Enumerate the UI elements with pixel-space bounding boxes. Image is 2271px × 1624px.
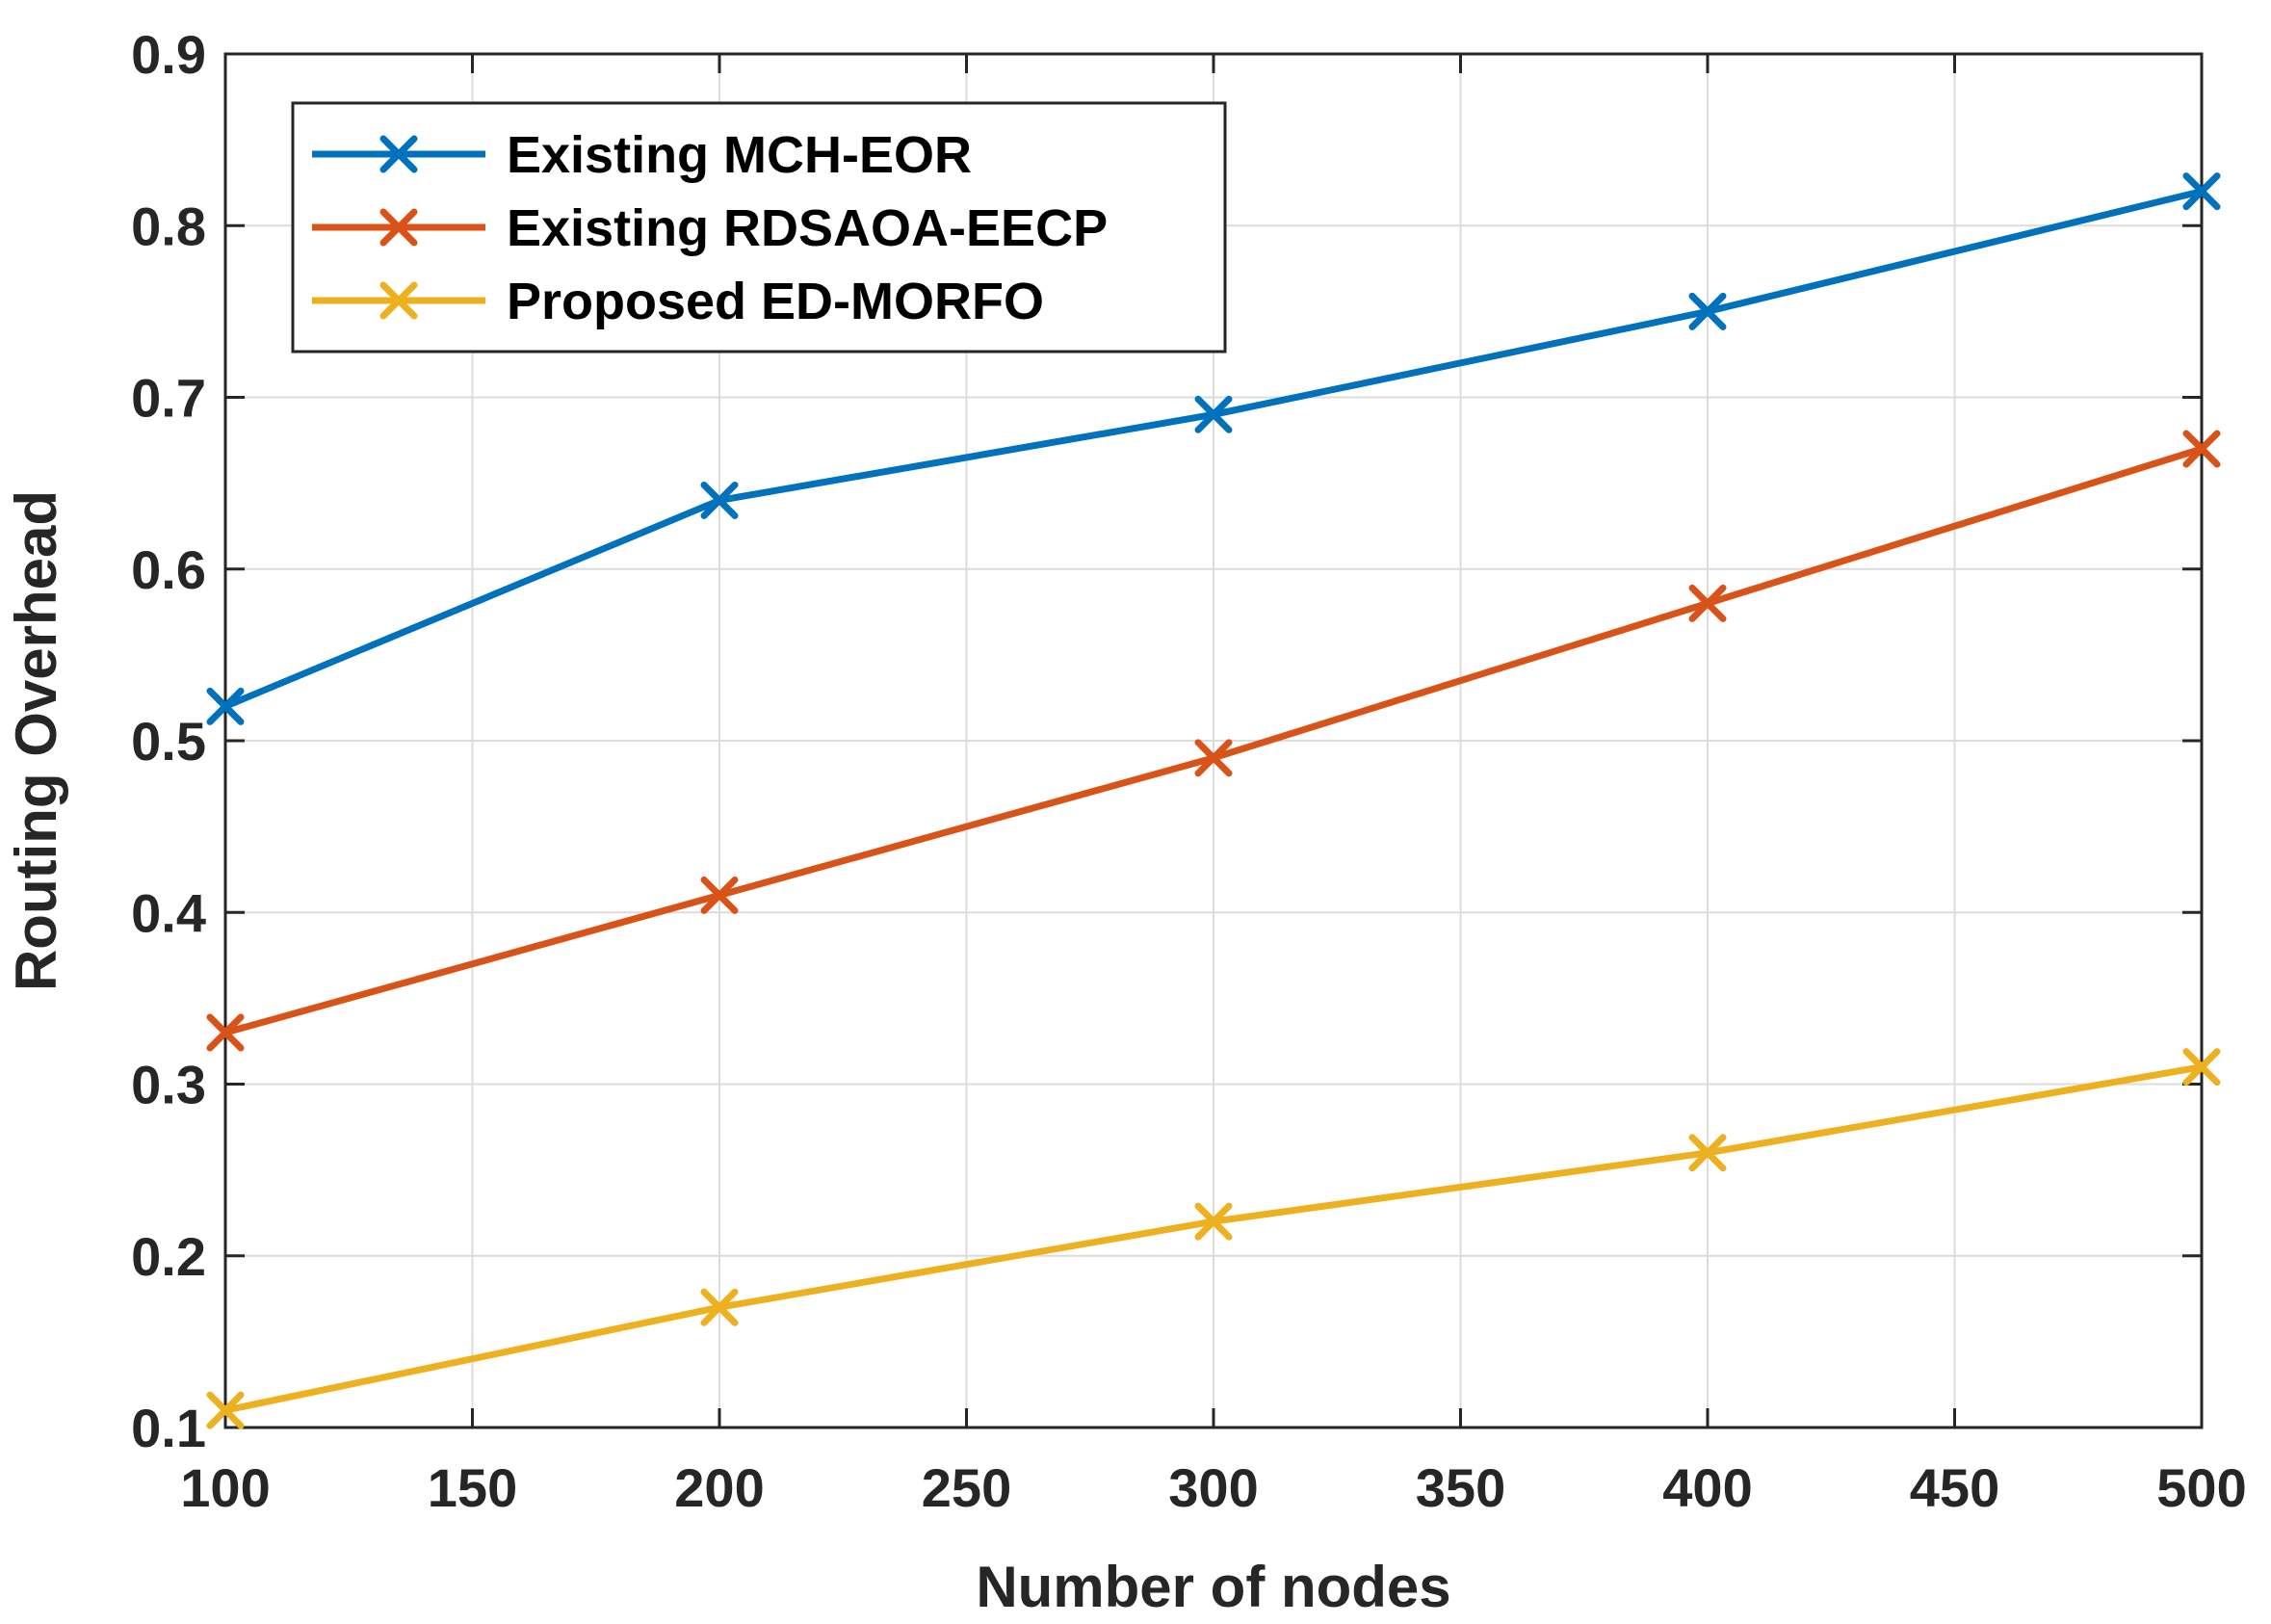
x-tick-label: 400 <box>1662 1457 1752 1518</box>
x-tick-label: 500 <box>2156 1457 2246 1518</box>
y-tick-label: 0.2 <box>131 1226 206 1287</box>
series-2 <box>206 1048 2221 1429</box>
data-series <box>206 172 2221 1429</box>
data-point-marker <box>1194 739 1233 777</box>
data-point <box>206 687 245 725</box>
legend-label: Existing MCH-EOR <box>507 126 972 184</box>
series-0 <box>206 172 2221 725</box>
data-point <box>1194 395 1233 433</box>
x-tick-label: 200 <box>674 1457 764 1518</box>
data-point <box>2182 430 2221 468</box>
y-tick-label: 0.7 <box>131 368 206 429</box>
data-point-marker <box>1688 1134 1727 1172</box>
legend-label: Proposed ED-MORFO <box>507 273 1044 330</box>
x-tick-label: 350 <box>1416 1457 1505 1518</box>
y-tick-label: 0.5 <box>131 711 206 772</box>
data-point <box>700 1288 739 1326</box>
y-tick-label: 0.4 <box>131 882 206 943</box>
data-point <box>1194 739 1233 777</box>
legend: Existing MCH-EOR Existing RDSAOA-EECP Prop… <box>291 101 1227 354</box>
series-1 <box>206 430 2221 1052</box>
y-tick-label: 0.3 <box>131 1055 206 1115</box>
y-tick-label: 0.9 <box>131 24 206 85</box>
data-point-marker <box>1194 1202 1233 1241</box>
legend-entry: Existing MCH-EOR <box>312 126 972 184</box>
y-tick-label: 0.6 <box>131 539 206 600</box>
x-tick-label: 100 <box>180 1457 270 1518</box>
data-point <box>2182 1048 2221 1087</box>
x-axis-ticks: 100 150 200 250 300 350 400 450 500 <box>180 54 2247 1518</box>
data-point-marker <box>1688 292 1727 330</box>
data-point-marker <box>700 1288 739 1326</box>
data-point-marker <box>700 481 739 519</box>
data-point-marker <box>2182 1048 2221 1087</box>
x-tick-label: 250 <box>922 1457 1011 1518</box>
data-point-marker <box>1194 395 1233 433</box>
legend-marker <box>379 281 418 320</box>
data-point <box>1688 292 1727 330</box>
legend-label: Existing RDSAOA-EECP <box>507 199 1108 257</box>
x-tick-label: 150 <box>428 1457 517 1518</box>
data-point-marker <box>206 1013 245 1052</box>
data-point <box>206 1391 245 1429</box>
data-point <box>206 1013 245 1052</box>
data-point-marker <box>2182 430 2221 468</box>
data-point-marker <box>2182 172 2221 211</box>
y-tick-label: 0.8 <box>131 196 206 256</box>
legend-marker <box>379 135 418 173</box>
data-point <box>1688 584 1727 622</box>
data-point-marker <box>206 687 245 725</box>
y-axis-ticks: 0.1 0.2 0.3 0.4 0.5 0.6 0.7 0.8 0.9 <box>131 24 2202 1458</box>
data-point-marker <box>700 876 739 914</box>
data-point <box>2182 172 2221 211</box>
x-tick-label: 450 <box>1910 1457 1999 1518</box>
legend-marker <box>379 208 418 247</box>
y-tick-label: 0.1 <box>131 1398 206 1458</box>
legend-entry: Existing RDSAOA-EECP <box>312 199 1108 257</box>
legend-entry: Proposed ED-MORFO <box>312 273 1044 330</box>
data-point <box>1688 1134 1727 1172</box>
y-axis-label: Routing Overhead <box>4 490 68 991</box>
x-tick-label: 300 <box>1168 1457 1258 1518</box>
data-point <box>700 481 739 519</box>
data-point-marker <box>206 1391 245 1429</box>
x-axis-label: Number of nodes <box>976 1555 1450 1619</box>
data-point <box>1194 1202 1233 1241</box>
data-point-marker <box>1688 584 1727 622</box>
data-point <box>700 876 739 914</box>
